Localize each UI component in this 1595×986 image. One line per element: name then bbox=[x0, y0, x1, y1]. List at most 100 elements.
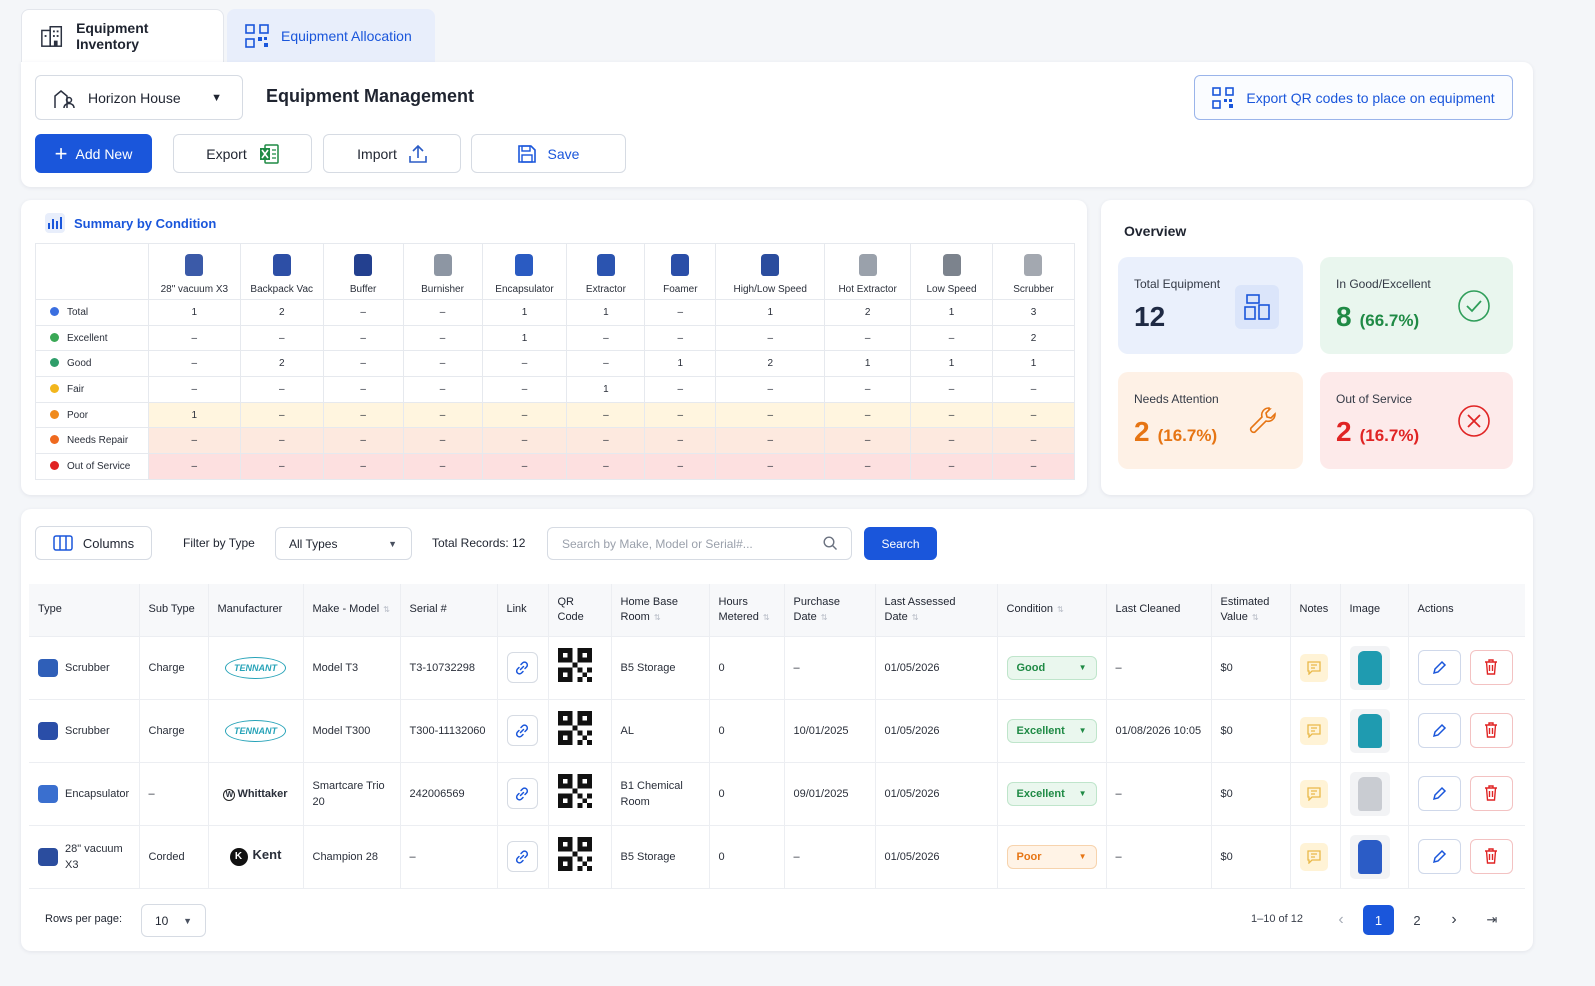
notes-icon[interactable] bbox=[1299, 779, 1328, 808]
condition-select[interactable]: Good ▼ bbox=[1006, 655, 1097, 680]
export-button[interactable]: Export bbox=[173, 134, 312, 173]
chevron-down-icon: ▼ bbox=[1078, 725, 1087, 735]
summary-row-label: Total bbox=[35, 299, 149, 326]
condition-select[interactable]: Poor ▼ bbox=[1006, 844, 1097, 869]
notes-icon[interactable] bbox=[1299, 842, 1328, 871]
actions-cell bbox=[1408, 635, 1525, 699]
summary-cell: – bbox=[402, 299, 483, 326]
summary-col: Scrubber bbox=[991, 243, 1076, 300]
summary-cell: – bbox=[715, 401, 826, 429]
add-new-button[interactable]: + Add New bbox=[35, 134, 152, 173]
link-cell bbox=[497, 635, 549, 699]
import-button[interactable]: Import bbox=[323, 134, 461, 173]
link-icon[interactable] bbox=[506, 841, 538, 872]
qr-grid-icon bbox=[245, 23, 269, 48]
purchase-date-cell: 10/01/2025 bbox=[784, 698, 876, 762]
col-last-assessed[interactable]: Last Assessed Date ⇅ bbox=[875, 584, 998, 636]
delete-icon[interactable] bbox=[1469, 712, 1513, 748]
summary-cell: – bbox=[824, 427, 912, 455]
next-page-button[interactable]: › bbox=[1451, 911, 1457, 928]
export-qr-button[interactable]: Export QR codes to place on equipment bbox=[1194, 75, 1513, 120]
col-hours-metered[interactable]: Hours Metered ⇅ bbox=[709, 584, 785, 636]
col-make-model[interactable]: Make - Model ⇅ bbox=[303, 584, 401, 636]
summary-cell: 1 bbox=[147, 299, 241, 326]
tab-equipment-inventory[interactable]: Equipment Inventory bbox=[21, 9, 224, 62]
image-cell bbox=[1340, 761, 1409, 825]
delete-icon[interactable] bbox=[1469, 775, 1513, 811]
col-condition[interactable]: Condition ⇅ bbox=[997, 584, 1107, 636]
equipment-image[interactable] bbox=[1349, 834, 1390, 879]
image-cell bbox=[1340, 635, 1409, 699]
value-cell: $0 bbox=[1211, 761, 1291, 825]
summary-cell: – bbox=[239, 427, 324, 455]
summary-cell: – bbox=[910, 376, 993, 403]
qr-code-icon[interactable] bbox=[557, 711, 592, 748]
notes-icon[interactable] bbox=[1299, 716, 1328, 745]
table-row[interactable]: 28" vacuum X3 Corded K Kent Champion 28– B5 S… bbox=[29, 824, 1525, 889]
table-row[interactable]: Scrubber Charge TENNANT Model T3 T3-10732298… bbox=[29, 635, 1525, 699]
summary-row-label: Out of Service bbox=[35, 453, 149, 480]
equipment-type-icon bbox=[38, 847, 58, 866]
room-cell: B5 Storage bbox=[611, 635, 710, 699]
type-filter-select[interactable]: All Types ▼ bbox=[275, 527, 412, 560]
out-of-service-value: 2 bbox=[1336, 416, 1352, 447]
col-last-cleaned[interactable]: Last Cleaned bbox=[1106, 584, 1212, 636]
col-manufacturer[interactable]: Manufacturer bbox=[208, 584, 304, 636]
last-page-button[interactable]: ⇥ bbox=[1486, 912, 1498, 927]
equipment-image[interactable] bbox=[1349, 771, 1390, 816]
status-dot bbox=[50, 435, 59, 445]
search-input[interactable]: Search by Make, Model or Serial#... bbox=[547, 527, 852, 560]
serial-cell: 242006569 bbox=[400, 761, 498, 825]
edit-icon[interactable] bbox=[1417, 713, 1461, 749]
assessed-date-cell: 01/05/2026 bbox=[875, 635, 998, 699]
delete-icon[interactable] bbox=[1469, 838, 1513, 874]
qr-code-icon[interactable] bbox=[557, 837, 592, 874]
page-1-button[interactable]: 1 bbox=[1363, 905, 1394, 935]
summary-cell: – bbox=[566, 350, 646, 378]
col-estimated-value[interactable]: Estimated Value ⇅ bbox=[1211, 584, 1291, 636]
edit-icon[interactable] bbox=[1417, 776, 1461, 812]
prev-page-button[interactable]: ‹ bbox=[1338, 911, 1344, 928]
delete-icon[interactable] bbox=[1469, 649, 1513, 685]
condition-cell: Good ▼ bbox=[997, 635, 1107, 699]
col-qr-code[interactable]: QR Code bbox=[548, 584, 612, 636]
hours-cell: 0 bbox=[709, 824, 785, 889]
edit-icon[interactable] bbox=[1417, 839, 1461, 875]
tab-label: Equipment Inventory bbox=[76, 20, 149, 52]
summary-cell: 2 bbox=[824, 299, 912, 326]
link-icon[interactable] bbox=[506, 778, 538, 809]
col-home-base-room[interactable]: Home Base Room ⇅ bbox=[611, 584, 710, 636]
high-low-speed-icon bbox=[761, 254, 780, 276]
tab-equipment-allocation[interactable]: Equipment Allocation bbox=[227, 9, 435, 62]
notes-icon[interactable] bbox=[1299, 653, 1328, 682]
col-purchase-date[interactable]: Purchase Date ⇅ bbox=[784, 584, 876, 636]
condition-select[interactable]: Excellent ▼ bbox=[1006, 718, 1097, 743]
col-type[interactable]: Type bbox=[29, 584, 140, 636]
summary-cell: 1 bbox=[481, 299, 568, 326]
equipment-image[interactable] bbox=[1349, 708, 1390, 753]
table-row[interactable]: Scrubber Charge TENNANT Model T300 T300-1113… bbox=[29, 698, 1525, 762]
page-2-button[interactable]: 2 bbox=[1403, 905, 1431, 935]
qr-code-icon[interactable] bbox=[557, 648, 592, 685]
summary-cell: – bbox=[239, 376, 324, 403]
table-row[interactable]: Encapsulator – W Whittaker Smartcare Trio 20… bbox=[29, 761, 1525, 825]
condition-cell: Excellent ▼ bbox=[997, 761, 1107, 825]
equipment-image[interactable] bbox=[1349, 645, 1390, 690]
col-link[interactable]: Link bbox=[497, 584, 549, 636]
location-select[interactable]: Horizon House ▼ bbox=[35, 75, 243, 120]
condition-select[interactable]: Excellent ▼ bbox=[1006, 781, 1097, 806]
make-model-cell: Model T3 bbox=[303, 635, 401, 699]
columns-button[interactable]: Columns bbox=[35, 526, 152, 560]
search-button[interactable]: Search bbox=[864, 527, 937, 560]
link-icon[interactable] bbox=[506, 715, 538, 746]
col-subtype[interactable]: Sub Type bbox=[139, 584, 209, 636]
rows-per-page-select[interactable]: 10 ▼ bbox=[141, 904, 206, 937]
col-serial[interactable]: Serial # bbox=[400, 584, 498, 636]
summary-row-label: Needs Repair bbox=[35, 427, 149, 455]
type-cell: 28" vacuum X3 bbox=[29, 824, 140, 889]
qr-code-icon[interactable] bbox=[557, 774, 592, 811]
link-icon[interactable] bbox=[506, 652, 538, 683]
edit-icon[interactable] bbox=[1417, 650, 1461, 686]
save-button[interactable]: Save bbox=[471, 134, 626, 173]
import-label: Import bbox=[357, 145, 397, 162]
